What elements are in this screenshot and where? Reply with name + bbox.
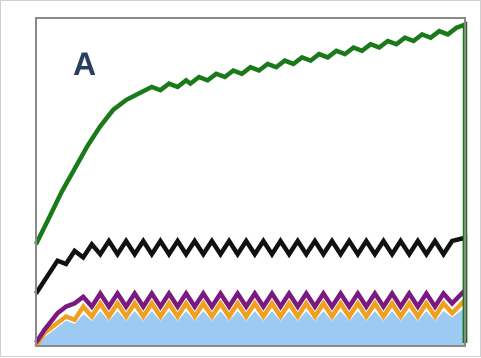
series-2-line [34,288,467,344]
plot-frame [35,17,466,347]
series-layer [33,21,468,348]
panel-label: A [73,46,96,82]
series-3-line [34,298,467,348]
series-4-area [34,305,466,347]
series-0-line [33,21,468,343]
series-1-line [34,234,468,343]
